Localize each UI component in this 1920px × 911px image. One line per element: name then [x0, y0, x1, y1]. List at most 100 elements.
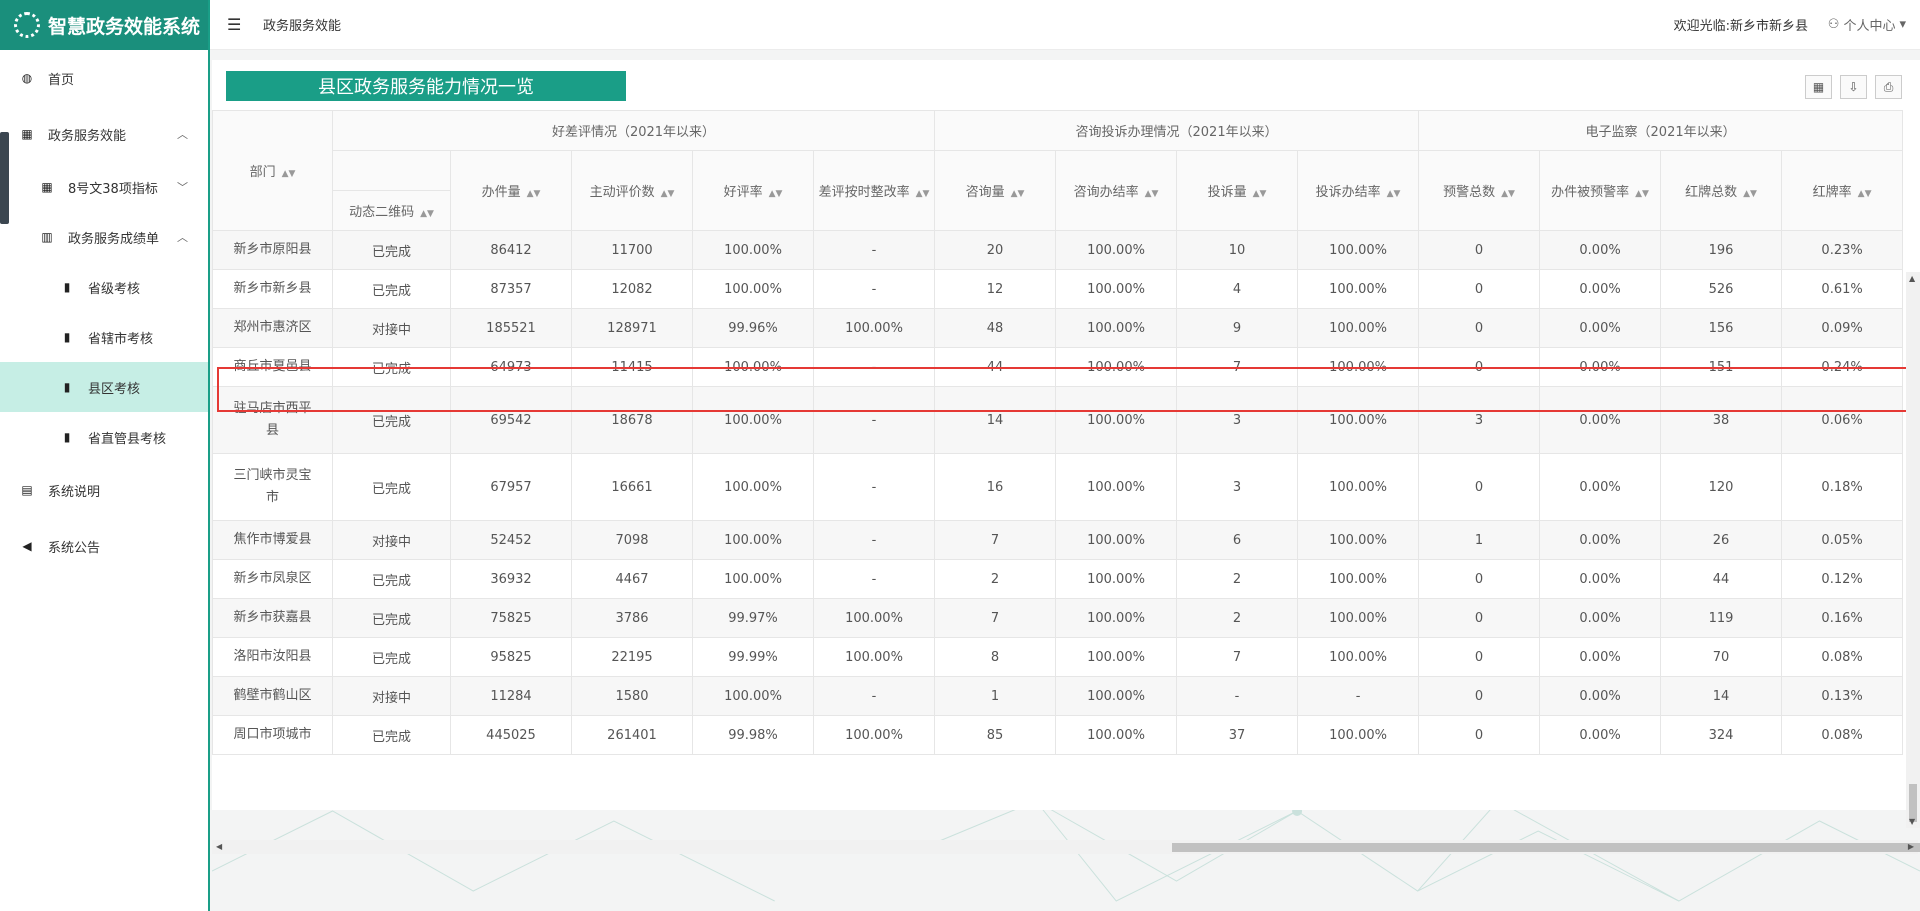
table-cell: 3786	[571, 598, 693, 638]
table-row[interactable]: 鹤壁市鹤山区 对接中 11284 1580 100.00% -1 100.00% - -0 0.0…	[212, 676, 1904, 716]
side-collapse-handle[interactable]	[0, 132, 9, 224]
user-center-menu[interactable]: ⚇ 个人中心 ▾	[1828, 15, 1906, 34]
table-cell: 75825	[450, 598, 572, 638]
table-cell: 196	[1660, 230, 1783, 270]
table-row[interactable]: 郑州市惠济区 对接中 185521 128971 99.96% 100.00% 48 100.…	[212, 308, 1904, 348]
col-header-cases[interactable]: 办件量 ▲▼	[450, 150, 572, 231]
table-cell: 0.00%	[1539, 598, 1662, 638]
table-cell: 0	[1418, 637, 1541, 677]
col-header-consult-rate[interactable]: 咨询办结率 ▲▼	[1055, 150, 1178, 231]
sidebar-item-county[interactable]: ▮ 县区考核	[0, 362, 208, 412]
table-row[interactable]: 三门峡市灵宝市已完成 67957 16661 100.00% -16 100.00% 3 10…	[212, 453, 1904, 521]
col-header-complaint[interactable]: 投诉量 ▲▼	[1176, 150, 1299, 231]
col-header-red-rate[interactable]: 红牌率 ▲▼	[1781, 150, 1904, 231]
table-row[interactable]: 周口市项城市 已完成 445025 261401 99.98% 100.00% 85 100.…	[212, 715, 1904, 755]
table-cell: 100.00%	[1055, 386, 1178, 454]
table-cell: -	[812, 676, 936, 716]
table-cell: 100.00%	[1297, 559, 1420, 599]
table-cell: 100.00%	[812, 637, 936, 677]
table-cell: -	[812, 453, 936, 521]
col-header-good-rate[interactable]: 好评率 ▲▼	[692, 150, 814, 231]
table-row[interactable]: 新乡市获嘉县 已完成 75825 3786 99.97% 100.00% 7 100.00% 2…	[212, 598, 1904, 638]
table-row[interactable]: 新乡市凤泉区 已完成 36932 4467 100.00% -2 100.00% 2 100.0…	[212, 559, 1904, 599]
sort-icon: ▲▼	[281, 169, 296, 179]
table-row[interactable]: 洛阳市汝阳县 已完成 95825 22195 99.99% 100.00% 8 100.00%…	[212, 637, 1904, 677]
export-button[interactable]: ⇩	[1840, 75, 1867, 99]
table-cell: 0.18%	[1781, 453, 1904, 521]
sidebar-item-gov-service[interactable]: ▦ 政务服务效能 ︿	[0, 106, 208, 162]
col-header-qr[interactable]: 动态二维码 ▲▼	[332, 190, 451, 231]
table-cell: 100.00%	[1055, 520, 1178, 560]
sidebar-item-direct-county[interactable]: ▮ 省直管县考核	[0, 412, 208, 462]
table-cell: 16	[934, 453, 1057, 521]
table-cell: 100.00%	[692, 230, 814, 270]
col-header-bad-fix-rate[interactable]: 差评按时整改率 ▲▼	[812, 150, 936, 231]
table-cell: 36932	[450, 559, 572, 599]
table-cell: 100.00%	[1055, 715, 1178, 755]
table-cell: 3	[1176, 453, 1299, 521]
vertical-scrollbar[interactable]: ▲ ▼	[1906, 272, 1920, 828]
table-cell: 7098	[571, 520, 693, 560]
table-cell: 100.00%	[1055, 230, 1178, 270]
sidebar-item-38-indicators[interactable]: ▦ 8号文38项指标 ﹀	[0, 162, 208, 212]
dept-name-part: 鹤壁市鹤山区	[233, 688, 312, 703]
table-cell: 0.00%	[1539, 715, 1662, 755]
horizontal-scroll-thumb[interactable]	[1172, 843, 1920, 852]
col-header-consult[interactable]: 咨询量 ▲▼	[934, 150, 1057, 231]
sidebar-item-city[interactable]: ▮ 省辖市考核	[0, 312, 208, 362]
sidebar-item-system-doc[interactable]: ▤ 系统说明	[0, 462, 208, 518]
scroll-down-icon[interactable]: ▼	[1909, 817, 1916, 826]
user-icon: ⚇	[1827, 17, 1840, 32]
print-button[interactable]: ⎙	[1875, 75, 1902, 99]
columns-toggle-button[interactable]: ▦	[1805, 75, 1832, 99]
sort-icon: ▲▼	[1501, 189, 1515, 199]
table-cell: 120	[1660, 453, 1783, 521]
scroll-up-icon[interactable]: ▲	[1909, 274, 1916, 283]
dept-name-part: 郑州市惠济区	[233, 320, 312, 335]
sidebar-item-label: 系统说明	[48, 484, 101, 500]
col-header-dept[interactable]: 部门 ▲▼	[212, 110, 333, 231]
col-header-warn-total[interactable]: 预警总数 ▲▼	[1418, 150, 1541, 231]
sort-icon: ▲▼	[768, 189, 783, 199]
table-cell: 100.00%	[1297, 637, 1420, 677]
table-cell: 0	[1418, 230, 1541, 270]
table-cell: 4	[1176, 269, 1299, 309]
table-cell: 11284	[450, 676, 572, 716]
scroll-right-icon[interactable]: ▶	[1907, 842, 1914, 851]
sidebar-item-home[interactable]: ◍ 首页	[0, 50, 208, 106]
scroll-left-icon[interactable]: ◀	[216, 842, 223, 851]
table-row[interactable]: 焦作市博爱县 对接中 52452 7098 100.00% -7 100.00% 6 100.0…	[212, 520, 1904, 560]
dept-name-part: 洛阳市汝阳县	[233, 649, 312, 664]
sidebar-item-scorecard[interactable]: ▥ 政务服务成绩单 ︿	[0, 212, 208, 262]
vertical-scroll-thumb[interactable]	[1909, 784, 1917, 822]
table-cell: 100.00%	[1297, 347, 1420, 387]
table-cell: 26	[1660, 520, 1783, 560]
table-cell: 7	[1176, 637, 1299, 677]
table-cell: 100.00%	[812, 308, 936, 348]
table-cell: 99.99%	[692, 637, 814, 677]
col-header-active-eval[interactable]: 主动评价数 ▲▼	[571, 150, 693, 231]
table-cell: 100.00%	[1297, 386, 1420, 454]
table-cell: 52452	[450, 520, 572, 560]
sidebar-item-label: 首页	[48, 72, 75, 88]
table-cell: 11415	[571, 347, 693, 387]
sidebar-item-announcement[interactable]: ◀ 系统公告	[0, 518, 208, 574]
col-header-red-total[interactable]: 红牌总数 ▲▼	[1660, 150, 1783, 231]
table-cell: 已完成	[332, 637, 451, 677]
table-cell: 100.00%	[692, 520, 814, 560]
horizontal-scrollbar[interactable]: ◀ ▶	[212, 840, 1920, 854]
table-cell: 0.00%	[1539, 559, 1662, 599]
table-cell: 100.00%	[1297, 269, 1420, 309]
table-cell: 0.00%	[1539, 308, 1662, 348]
table-row[interactable]: 商丘市夏邑县 已完成 64973 11415 100.00% -44 100.00% 7 100…	[212, 347, 1904, 387]
table-row[interactable]: 新乡市新乡县 已完成 87357 12082 100.00% -12 100.00% 4 100…	[212, 269, 1904, 309]
table-cell: 445025	[450, 715, 572, 755]
sidebar-item-province[interactable]: ▮ 省级考核	[0, 262, 208, 312]
table-row[interactable]: 驻马店市西平县已完成 69542 18678 100.00% -14 100.00% 3 10…	[212, 386, 1904, 454]
sort-icon: ▲▼	[1144, 189, 1159, 199]
col-header-complaint-rate[interactable]: 投诉办结率 ▲▼	[1297, 150, 1420, 231]
table-row[interactable]: 新乡市原阳县 已完成 86412 11700 100.00% -20 100.00% 10 10…	[212, 230, 1904, 270]
table-cell: 0.08%	[1781, 637, 1904, 677]
menu-toggle-icon[interactable]: ☰	[227, 15, 242, 34]
col-header-warned-rate[interactable]: 办件被预警率 ▲▼	[1539, 150, 1662, 231]
